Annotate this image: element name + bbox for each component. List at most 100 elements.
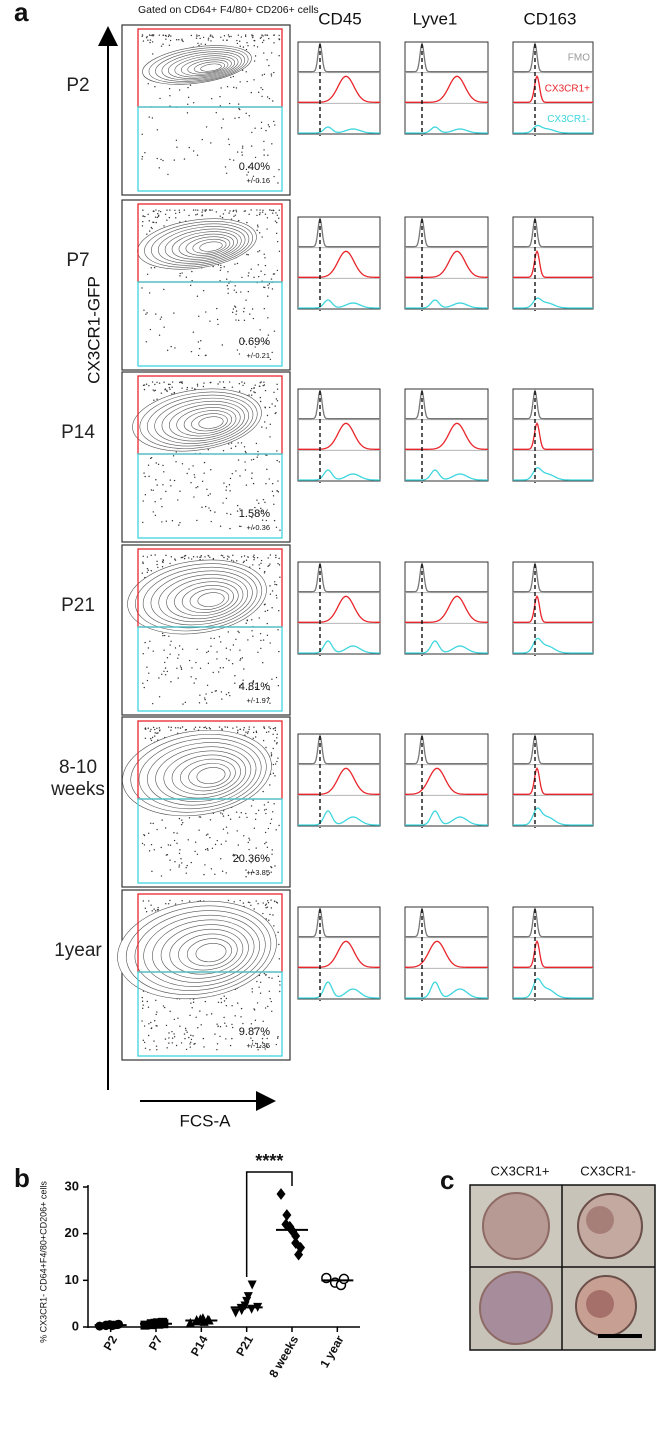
histogram-curve [405,75,489,103]
event-dot [141,155,144,158]
event-dot [187,839,189,841]
event-dot [267,124,270,126]
histogram-curve [405,250,489,278]
event-dot [211,691,213,694]
event-dot [274,775,276,777]
event-dot [220,997,222,1000]
event-dot [227,292,229,294]
event-dot [268,976,270,979]
event-dot [183,557,186,560]
event-dot [207,650,210,653]
event-dot [161,632,164,635]
event-dot [188,146,191,149]
event-dot [273,803,275,805]
event-dot [243,210,245,212]
event-dot [166,1047,168,1049]
event-dot [141,158,143,160]
event-dot [184,554,187,557]
event-dot [254,736,257,738]
event-dot [161,566,164,568]
event-dot [270,871,272,873]
event-dot [181,381,183,383]
histogram-curve [298,126,381,134]
event-dot [267,317,269,319]
event-dot [162,559,164,561]
event-dot [190,482,192,484]
histogram-curve [298,75,381,103]
event-dot [223,482,225,484]
event-dot [141,287,143,289]
event-dot [196,295,199,297]
event-dot [242,46,245,48]
data-point [140,1320,150,1330]
event-dot [242,384,244,387]
event-dot [250,871,253,874]
event-dot [215,111,217,114]
event-dot [158,167,160,169]
event-dot [178,89,181,91]
event-dot [256,499,258,501]
event-dot [186,472,188,475]
histogram [297,733,381,828]
event-dot [231,311,234,314]
event-dot [184,701,187,704]
event-dot [179,522,181,524]
event-dot [271,977,273,979]
event-dot [150,34,152,37]
contour [157,226,246,264]
event-dot [260,559,263,562]
event-dot [178,817,181,820]
y-tick-label: 20 [65,1225,79,1240]
event-dot [209,381,212,384]
event-dot [168,1037,170,1039]
event-dot [198,702,201,704]
contour [183,410,233,434]
event-dot [204,209,206,211]
event-dot [214,511,216,513]
event-dot [224,209,226,211]
event-dot [238,353,241,355]
event-dot [268,64,270,67]
event-dot [192,102,195,104]
event-dot [256,980,258,983]
event-dot [165,554,167,557]
event-dot [264,831,267,834]
event-dot [160,498,162,500]
event-dot [278,34,280,37]
event-dot [267,295,269,297]
event-dot [152,726,155,729]
event-dot [148,1023,150,1025]
event-dot [272,811,274,813]
event-dot [233,215,235,218]
event-dot [273,925,275,927]
event-dot [211,35,213,37]
event-dot [142,1004,144,1006]
event-dot [192,209,195,211]
event-dot [150,267,152,269]
event-dot [216,1043,219,1045]
event-dot [149,41,151,44]
event-dot [181,556,184,559]
event-dot [219,215,221,217]
histogram [404,561,489,656]
histogram-curve [513,733,593,765]
event-dot [204,697,206,699]
event-dot [190,558,193,560]
event-dot [192,150,195,152]
event-dot [222,667,224,669]
event-dot [264,421,266,423]
event-dot [269,997,271,1000]
event-dot [275,526,278,528]
event-dot [251,991,254,993]
event-dot [266,454,268,457]
contour [161,400,245,442]
event-dot [274,220,277,222]
event-dot [162,43,164,45]
event-dot [276,388,279,390]
event-dot [202,36,205,39]
gate-percent: 0.40% [239,161,270,173]
event-dot [147,39,149,41]
event-dot [245,484,248,486]
histogram-curve [298,940,381,968]
event-dot [155,479,157,481]
